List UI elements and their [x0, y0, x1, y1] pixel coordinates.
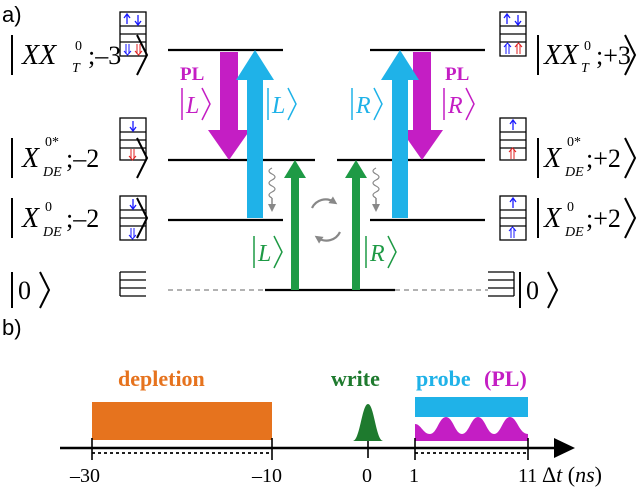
ket-value: +2 [593, 204, 621, 233]
ket-sup: 0* [45, 135, 59, 150]
ket-name: 0 [526, 276, 539, 305]
pl-signal [415, 417, 528, 441]
pol-label: L [257, 241, 271, 267]
ket-sup: 0* [567, 135, 581, 150]
ket-value: +2 [593, 144, 621, 173]
depletion-label: depletion [118, 366, 205, 391]
ket-name: 0 [18, 276, 31, 305]
pol-ket-write-right: R [365, 235, 397, 269]
svg-text:;+2: ;+2 [586, 204, 621, 233]
pol-ket-probe-left: L [267, 87, 297, 121]
pol-label: L [271, 93, 285, 119]
probe-pulse [415, 397, 528, 417]
left-occupancy-icons [119, 11, 147, 297]
svg-text:;–2: ;–2 [66, 144, 99, 173]
ket-sub: T [581, 61, 590, 76]
occupancy-xde-left-icon [119, 195, 147, 241]
occupancy-xde-right-icon [499, 195, 527, 241]
ket-sup: 0 [584, 39, 591, 54]
pol-ket-pl-left: L [181, 87, 211, 121]
svg-text:;+2: ;+2 [586, 144, 621, 173]
ket-sup: 0 [75, 39, 82, 54]
panel-b-label: b) [2, 315, 22, 340]
ket-name: X [21, 203, 40, 234]
probe-arrow-left [236, 50, 274, 218]
svg-text:;+3: ;+3 [596, 41, 631, 70]
probe-arrow-right [381, 50, 419, 218]
ket-value: –2 [72, 144, 99, 173]
pl-label-right: PL [445, 64, 469, 85]
write-pulse [353, 404, 383, 441]
depletion-pulse [92, 402, 272, 440]
ket-name: XX [543, 40, 579, 71]
axis-label: Δt (ns) [542, 462, 602, 487]
tick-label: –10 [251, 465, 282, 487]
pol-ket-pl-right: R [443, 87, 475, 121]
tick-label: 1 [409, 465, 419, 487]
pl-arrow-left [208, 52, 250, 160]
ket-name: X [543, 143, 562, 174]
pol-label: R [355, 93, 371, 119]
ket-name: X [543, 203, 562, 234]
write-arrow-left [284, 160, 306, 290]
write-label: write [331, 366, 380, 391]
pol-label: R [447, 93, 463, 119]
pol-label: R [369, 241, 385, 267]
ket-sub: DE [42, 165, 62, 180]
ket-value: +3 [603, 41, 631, 70]
occupancy-xx-right-icon [499, 11, 527, 57]
svg-text:;–3: ;–3 [88, 41, 121, 70]
tick-label: 11 [518, 465, 537, 487]
ket-sup: 0 [567, 200, 574, 215]
svg-text:;–2: ;–2 [66, 204, 99, 233]
ket-value: –2 [72, 204, 99, 233]
right-state-vacuum: 0 [519, 271, 559, 309]
tick-label: –30 [69, 465, 100, 487]
pl-arrow-right [401, 52, 443, 160]
spin-flip-cycle-icon [311, 196, 341, 244]
ket-sub: DE [564, 225, 584, 240]
ket-sup: 0 [45, 200, 52, 215]
pol-label: L [185, 93, 199, 119]
ket-sub: DE [42, 225, 62, 240]
occupancy-xx-left-icon [119, 11, 147, 57]
pl-time-label: (PL) [484, 366, 527, 391]
left-state-xx: XX 0 T ;–3 [11, 34, 149, 76]
left-state-xde-star: X 0* DE ;–2 [11, 135, 149, 180]
pol-ket-probe-right: R [351, 87, 383, 121]
tick-label: 0 [362, 465, 372, 487]
occupancy-vacuum-right-icon [488, 271, 515, 297]
write-arrow-right [345, 160, 367, 290]
pl-label-left: PL [180, 64, 204, 85]
ket-sub: DE [564, 165, 584, 180]
ket-sub: T [72, 61, 81, 76]
probe-label: probe [416, 366, 471, 391]
ket-name: X [21, 143, 40, 174]
svg-text:XX: XX [21, 40, 57, 71]
panel-a-label: a) [2, 2, 22, 27]
right-state-xx: XX 0 T ;+3 [537, 34, 637, 76]
right-occupancy-icons [488, 11, 527, 297]
energy-levels [168, 48, 488, 292]
right-state-xde: X 0 DE ;+2 [537, 197, 637, 240]
pol-ket-write-left: L [253, 235, 283, 269]
right-state-xde-star: X 0* DE ;+2 [537, 135, 637, 180]
relax-right-icon [372, 167, 380, 212]
ket-name: XX [21, 40, 57, 71]
occupancy-xde-star-left-icon [119, 117, 147, 161]
time-axis [60, 438, 575, 460]
occupancy-vacuum-left-icon [119, 271, 146, 297]
left-state-xde: X 0 DE ;–2 [11, 197, 149, 240]
left-state-vacuum: 0 [11, 271, 51, 309]
relax-left-icon [268, 167, 276, 212]
occupancy-xde-star-right-icon [499, 117, 527, 161]
ket-value: –3 [94, 41, 121, 70]
